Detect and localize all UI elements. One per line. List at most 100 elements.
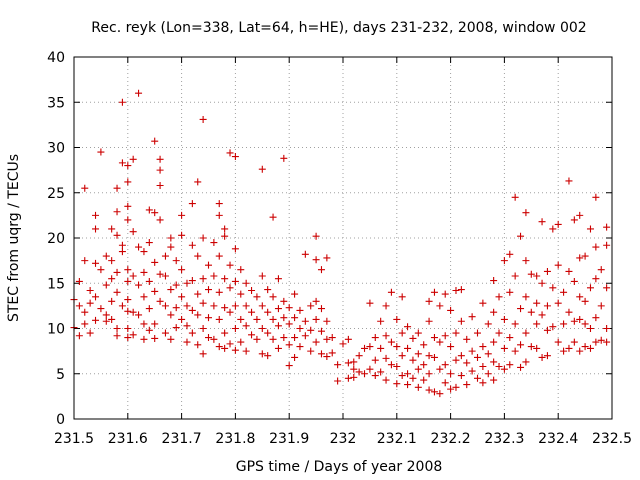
data-point — [140, 268, 148, 276]
data-point — [452, 383, 460, 391]
data-point — [264, 352, 272, 360]
data-point — [511, 193, 519, 201]
data-point — [522, 329, 530, 337]
data-point — [500, 344, 508, 352]
y-tick-label: 10 — [47, 322, 65, 338]
data-point — [441, 379, 449, 387]
data-point — [183, 302, 191, 310]
data-point — [355, 352, 363, 360]
data-point — [178, 231, 186, 239]
y-tick-label: 35 — [47, 95, 65, 111]
data-point — [108, 315, 116, 323]
data-point — [118, 248, 126, 256]
data-point — [323, 317, 331, 325]
data-point — [474, 374, 481, 382]
data-point — [350, 358, 358, 366]
data-point — [603, 338, 611, 346]
data-point — [474, 329, 481, 337]
data-point — [237, 266, 245, 274]
data-point — [387, 288, 395, 296]
data-point — [194, 290, 202, 298]
data-point — [269, 315, 277, 323]
data-point — [414, 365, 422, 373]
data-point — [199, 350, 207, 358]
data-point — [92, 316, 100, 324]
data-point — [86, 329, 94, 337]
data-point — [441, 332, 449, 340]
data-point — [226, 284, 234, 292]
data-point — [301, 250, 309, 258]
data-point — [178, 266, 186, 274]
data-point — [414, 383, 422, 391]
data-point — [113, 332, 121, 340]
data-point — [248, 331, 256, 339]
data-point — [560, 347, 568, 355]
data-point — [140, 248, 148, 256]
data-point — [167, 335, 175, 343]
data-point — [484, 370, 492, 378]
data-point — [145, 277, 153, 285]
x-tick-label: 231.7 — [162, 431, 202, 447]
data-point — [108, 275, 116, 283]
data-point — [490, 376, 498, 384]
data-point — [570, 216, 578, 224]
plot-frame — [73, 56, 613, 420]
data-point — [242, 322, 250, 330]
x-axis-label: GPS time / Days of year 2008 — [236, 459, 443, 475]
data-point — [350, 373, 358, 381]
data-point — [377, 344, 385, 352]
data-point — [221, 225, 229, 233]
x-axis-ticks: 231.5 231.6 231.7 231.8 231.9 232 232.1 232.2 23… — [54, 57, 632, 447]
data-point — [81, 257, 89, 265]
data-point — [194, 252, 202, 260]
data-point — [538, 218, 546, 226]
data-point — [592, 243, 600, 251]
data-point — [387, 338, 395, 346]
data-point — [135, 281, 143, 289]
data-point — [205, 286, 212, 294]
data-point — [291, 290, 299, 298]
data-point — [113, 325, 121, 332]
data-point — [543, 302, 551, 310]
data-point — [560, 320, 568, 328]
data-point — [398, 352, 406, 360]
data-point — [500, 365, 508, 373]
data-point — [506, 288, 514, 296]
data-point — [468, 313, 476, 321]
data-point — [269, 213, 277, 221]
data-point — [560, 288, 568, 296]
data-point — [258, 325, 266, 332]
data-point — [479, 363, 487, 371]
data-point — [124, 307, 132, 315]
data-point — [178, 211, 186, 219]
data-point — [231, 302, 239, 310]
data-point — [210, 335, 218, 343]
data-point — [495, 363, 503, 371]
data-point — [522, 209, 530, 217]
data-point — [549, 284, 557, 292]
data-point — [328, 334, 336, 342]
data-point — [199, 275, 207, 283]
x-tick-label: 232.5 — [592, 431, 632, 447]
data-point — [393, 380, 401, 388]
data-point — [280, 297, 288, 305]
data-point — [371, 372, 379, 380]
data-point — [237, 315, 245, 323]
data-point — [479, 379, 487, 387]
data-point — [500, 257, 508, 265]
data-point — [382, 376, 390, 384]
data-point — [156, 155, 164, 163]
data-point — [231, 277, 239, 285]
x-tick-label: 232.2 — [431, 431, 471, 447]
data-point — [97, 305, 105, 313]
data-point — [307, 302, 315, 310]
data-point — [597, 266, 605, 274]
data-point — [479, 299, 487, 307]
data-point — [549, 323, 557, 331]
data-point — [156, 216, 164, 224]
data-point — [92, 225, 100, 233]
data-point — [366, 343, 374, 351]
data-point — [586, 325, 594, 332]
data-point — [447, 385, 455, 393]
